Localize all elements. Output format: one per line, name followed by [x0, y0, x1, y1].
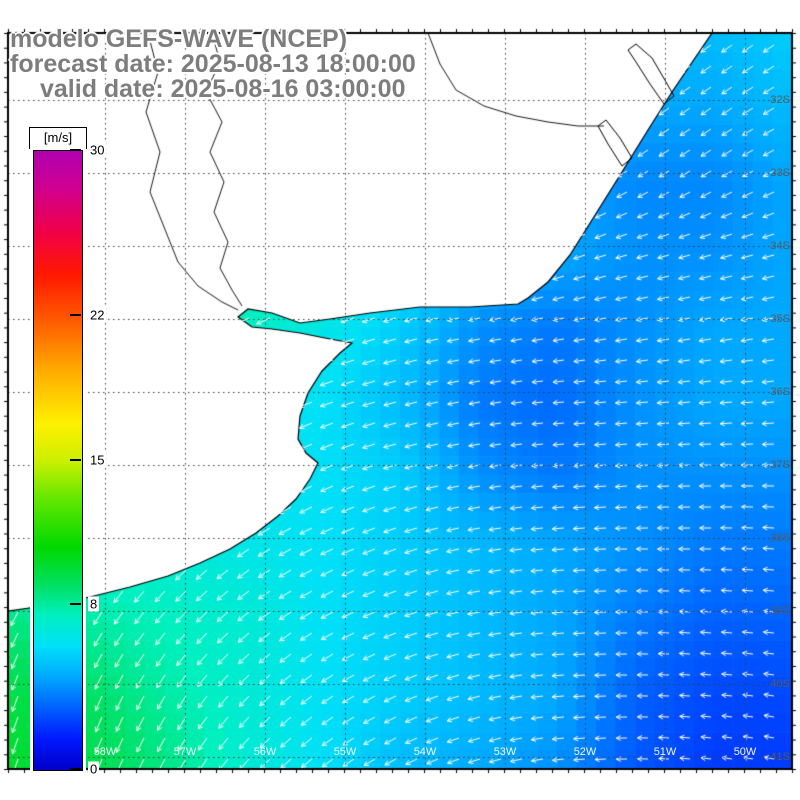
colorbar-tick-mark [70, 768, 81, 770]
colorbar-tick-label: 0 [88, 761, 100, 777]
colorbar-gradient [33, 150, 83, 771]
chart-titles: modelo GEFS-WAVE (NCEP) forecast date: 2… [10, 27, 416, 102]
model-title: modelo GEFS-WAVE (NCEP) [10, 25, 348, 53]
colorbar-tick-label: 8 [88, 596, 100, 612]
forecast-date-label: forecast date: 2025-08-13 18:00:00 [10, 50, 416, 78]
colorbar-unit-label: [m/s] [29, 127, 87, 149]
colorbar-tick-mark [70, 149, 81, 151]
colorbar-tick-label: 30 [88, 142, 107, 158]
colorbar-tick-label: 15 [88, 452, 107, 467]
colorbar-tick-label: 22 [88, 307, 107, 323]
colorbar-tick-mark [70, 458, 81, 461]
colorbar-tick-mark [70, 314, 81, 317]
colorbar-tick-mark [70, 602, 81, 605]
valid-date-label: valid date: 2025-08-16 03:00:00 [40, 75, 406, 103]
